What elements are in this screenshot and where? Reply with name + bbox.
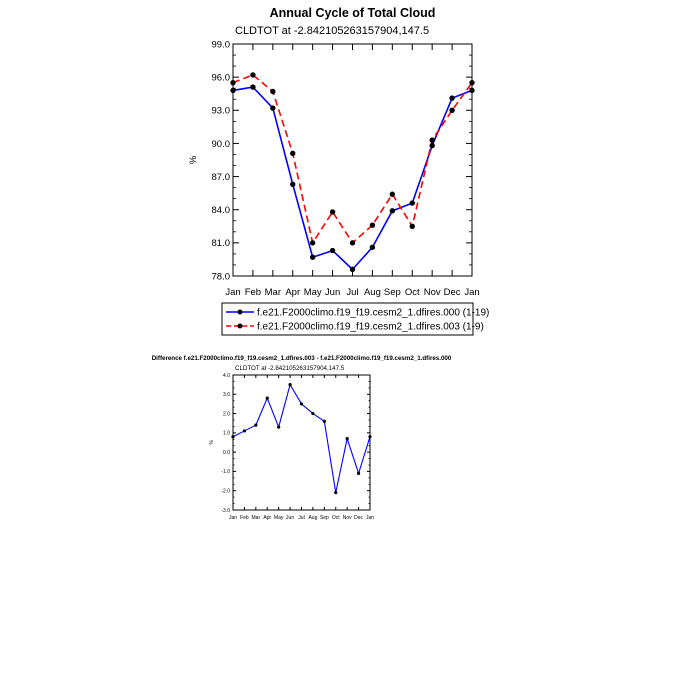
main-data-point-2 [389, 191, 396, 197]
main-ytick-label: 84.0 [212, 205, 231, 216]
main-data-point-2 [270, 88, 276, 95]
diff-ytick-label: -2.0 [221, 488, 230, 494]
diff-data-point-1 [299, 402, 304, 406]
main-data-point-1 [290, 181, 296, 188]
diff-xtick-label: Dec [354, 515, 363, 521]
diff-data-point-1 [311, 411, 315, 416]
diff-xtick-label: Jan [366, 515, 374, 521]
main-data-point-2 [290, 150, 296, 157]
diff-xtick-label: Jun [286, 515, 294, 521]
main-chart-subtitle: CLDTOT at -2.842105263157904,147.5 [235, 25, 429, 37]
main-data-point-1 [409, 200, 415, 206]
main-series-line-2 [232, 74, 473, 244]
main-data-point-2 [469, 79, 475, 86]
main-xtick-label: Oct [405, 287, 420, 298]
main-ytick-label: 99.0 [212, 39, 231, 50]
main-data-point-2 [349, 240, 356, 246]
diff-data-point-1 [265, 396, 269, 400]
main-data-point-1 [389, 208, 396, 214]
diff-xtick-label: Feb [240, 515, 249, 521]
main-xtick-label: Sep [384, 287, 401, 298]
diff-plot-frame [232, 374, 371, 511]
diff-data-point-1 [242, 429, 247, 433]
diff-xtick-label: Jan [229, 515, 237, 521]
diff-ytick-label: 0.0 [223, 450, 230, 456]
main-data-point-2 [369, 222, 376, 228]
diff-data-point-1 [368, 435, 372, 439]
main-data-point-1 [309, 254, 316, 260]
diff-xtick-label: Mar [252, 515, 261, 521]
main-xtick-label: Nov [424, 287, 441, 298]
main-xtick-label: Mar [265, 287, 281, 298]
main-data-point-1 [469, 87, 475, 94]
main-data-point-2 [449, 107, 455, 113]
diff-ytick-label: 4.0 [223, 373, 230, 379]
diff-y-axis-label: % [209, 440, 215, 445]
diff-data-point-1 [334, 491, 338, 495]
main-ytick-label: 81.0 [212, 238, 231, 249]
diff-xtick-label: May [274, 515, 284, 521]
main-data-point-1 [429, 142, 435, 149]
main-data-point-1 [329, 247, 336, 254]
main-data-point-2 [329, 209, 336, 215]
diff-xtick-label: Nov [343, 515, 352, 521]
diff-ytick-label: -3.0 [221, 508, 230, 514]
diff-xtick-label: Jul [298, 515, 304, 521]
main-xtick-label: Aug [364, 287, 381, 298]
main-data-point-1 [449, 95, 455, 101]
main-data-point-2 [309, 240, 316, 246]
diff-ytick-label: -1.0 [221, 469, 230, 475]
main-chart-title: Annual Cycle of Total Cloud [270, 6, 436, 20]
legend-marker-2 [237, 323, 243, 329]
diff-data-point-1 [345, 437, 349, 441]
diff-data-point-1 [322, 419, 326, 423]
main-data-point-2 [409, 223, 415, 229]
main-data-point-1 [369, 244, 376, 250]
diff-xtick-label: Sep [320, 515, 329, 521]
diff-data-point-1 [231, 435, 235, 439]
main-data-point-1 [250, 84, 256, 90]
main-ytick-label: 87.0 [212, 172, 231, 183]
diff-xtick-label: Apr [263, 515, 271, 521]
diff-series-line-1 [232, 384, 371, 494]
main-xtick-label: Feb [245, 287, 261, 298]
legend-box [221, 302, 474, 336]
main-xtick-label: Jul [346, 287, 358, 298]
main-ytick-label: 78.0 [212, 271, 231, 282]
main-data-point-2 [230, 79, 236, 86]
diff-ytick-label: 2.0 [223, 411, 230, 417]
diff-chart-subtitle: CLDTOT at -2.842105263157904,147.5 [235, 365, 345, 372]
main-data-point-1 [270, 105, 276, 111]
main-xtick-label: Apr [285, 287, 300, 298]
diff-data-point-1 [288, 383, 292, 387]
legend-label-2: f.e21.F2000climo.f19_f19.cesm2_1.dfires.… [257, 322, 484, 333]
main-ytick-label: 90.0 [212, 139, 231, 150]
main-xtick-label: Jan [464, 287, 479, 298]
main-xtick-label: Jan [225, 287, 240, 298]
legend-label-1: f.e21.F2000climo.f19_f19.cesm2_1.dfires.… [257, 308, 489, 319]
main-data-point-1 [230, 87, 236, 94]
main-ytick-label: 96.0 [212, 72, 231, 83]
diff-data-point-1 [277, 425, 281, 429]
main-ytick-label: 93.0 [212, 106, 231, 117]
diff-data-point-1 [356, 471, 361, 475]
diff-data-point-1 [254, 423, 258, 427]
diff-ytick-label: 3.0 [223, 392, 230, 398]
main-data-point-1 [349, 266, 356, 273]
main-xtick-label: May [304, 287, 322, 298]
main-data-point-2 [429, 137, 435, 143]
main-data-point-2 [250, 72, 256, 78]
diff-ytick-label: 1.0 [223, 431, 230, 437]
main-y-axis-label: % [188, 155, 199, 164]
main-xtick-label: Dec [444, 287, 461, 298]
diff-xtick-label: Aug [308, 515, 317, 521]
legend-marker-1 [237, 309, 243, 315]
diff-xtick-label: Oct [332, 515, 340, 521]
main-xtick-label: Jun [325, 287, 340, 298]
diff-chart-title: Difference f.e21.F2000climo.f19_f19.cesm… [152, 355, 452, 362]
